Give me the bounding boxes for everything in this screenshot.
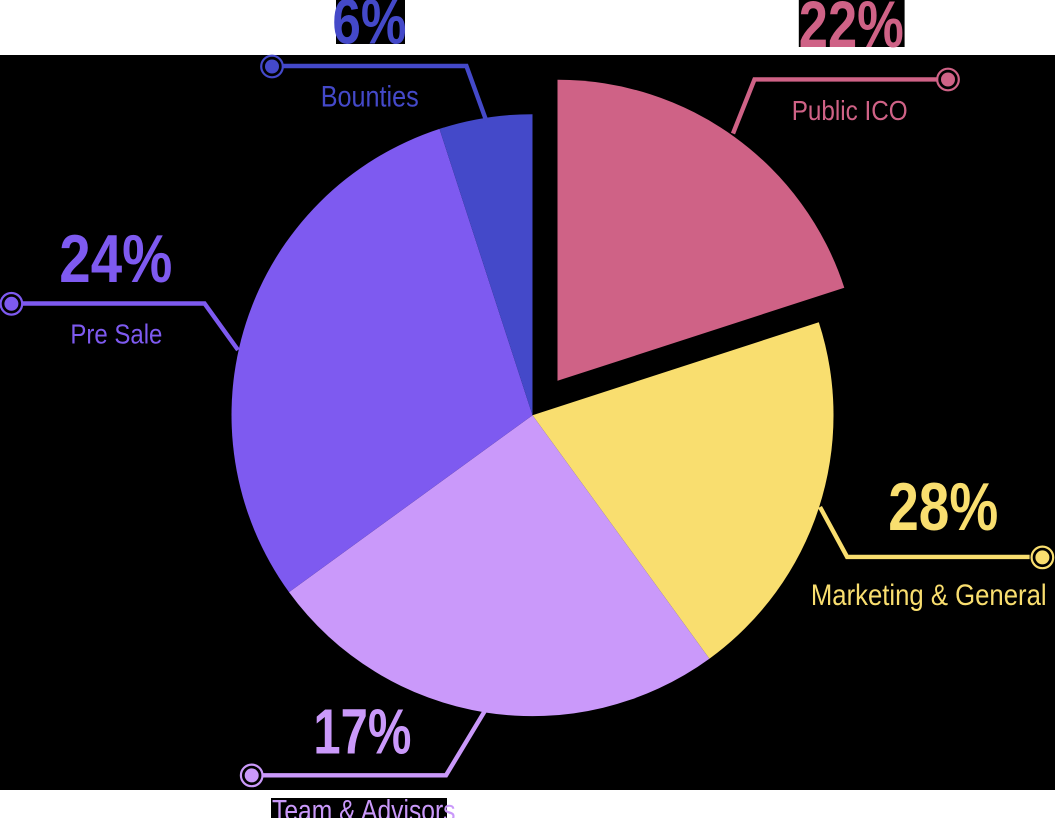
svg-text:28%: 28% — [888, 469, 998, 545]
svg-text:Public ICO: Public ICO — [792, 95, 908, 126]
svg-text:24%: 24% — [59, 221, 172, 297]
svg-text:Team & Advisors: Team & Advisors — [272, 795, 456, 818]
svg-text:Bounties: Bounties — [321, 81, 419, 114]
svg-text:17%: 17% — [313, 695, 411, 767]
svg-text:22%: 22% — [799, 0, 904, 61]
svg-text:Pre Sale: Pre Sale — [70, 319, 162, 350]
svg-text:Marketing & General: Marketing & General — [811, 579, 1047, 612]
svg-text:6%: 6% — [332, 0, 406, 58]
